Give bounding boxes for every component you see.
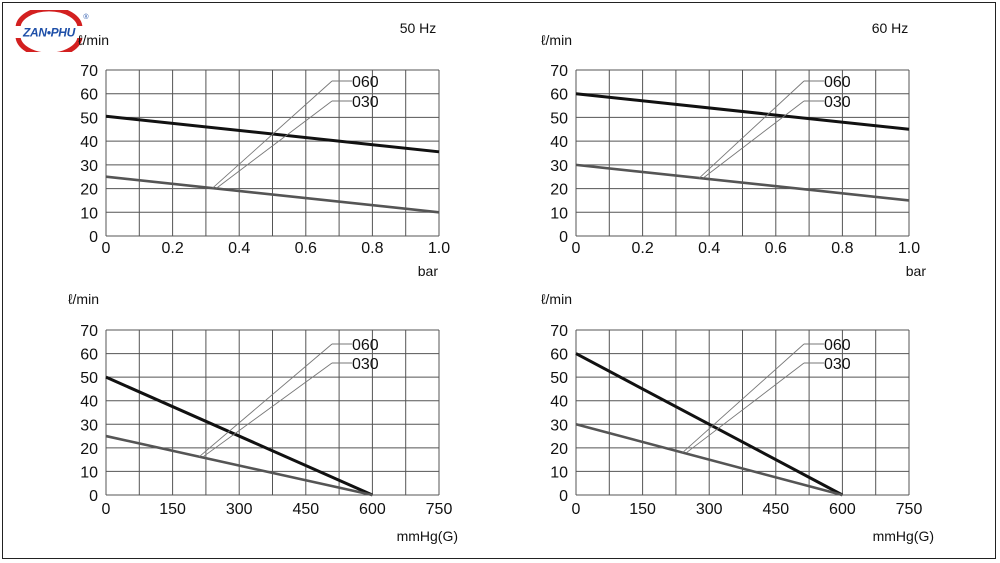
series-label-030: 030 xyxy=(352,356,379,373)
x-tick-label: 1.0 xyxy=(898,240,920,257)
y-tick-label: 50 xyxy=(80,370,98,387)
y-tick-label: 60 xyxy=(80,87,98,104)
x-tick-label: 150 xyxy=(159,501,186,518)
y-tick-label: 40 xyxy=(80,134,98,151)
x-tick-label: 0 xyxy=(572,240,581,257)
y-axis-unit: ℓ/min xyxy=(78,32,109,48)
x-tick-label: 1.0 xyxy=(428,240,450,257)
y-tick-label: 30 xyxy=(550,158,568,175)
series-line-030 xyxy=(105,434,373,497)
series-label-060: 060 xyxy=(352,337,379,354)
x-tick-label: 300 xyxy=(696,501,723,518)
leader-line-030 xyxy=(702,100,805,179)
y-tick-label: 10 xyxy=(550,205,568,222)
y-tick-label: 60 xyxy=(550,347,568,364)
y-tick-label: 50 xyxy=(80,110,98,127)
x-tick-label: 600 xyxy=(829,501,856,518)
x-tick-label: 0.6 xyxy=(765,240,787,257)
x-axis-unit: bar xyxy=(906,263,927,279)
x-tick-label: 0.8 xyxy=(831,240,853,257)
series-label-030: 030 xyxy=(824,356,851,373)
logo-text: ZAN•PHU xyxy=(22,26,76,40)
series-label-030: 030 xyxy=(824,94,851,111)
x-tick-label: 450 xyxy=(762,501,789,518)
x-tick-label: 750 xyxy=(426,501,453,518)
series-line-030 xyxy=(575,163,910,202)
y-tick-label: 50 xyxy=(550,110,568,127)
y-tick-label: 0 xyxy=(89,488,98,505)
x-tick-label: 750 xyxy=(896,501,923,518)
y-tick-label: 60 xyxy=(550,87,568,104)
y-tick-label: 70 xyxy=(550,63,568,80)
series-label-030: 030 xyxy=(352,94,379,111)
y-tick-label: 30 xyxy=(80,158,98,175)
y-tick-label: 50 xyxy=(550,370,568,387)
x-tick-label: 0 xyxy=(572,501,581,518)
y-tick-label: 30 xyxy=(550,417,568,434)
frequency-label: 60 Hz xyxy=(872,20,909,36)
leader-line-030 xyxy=(686,362,805,453)
series-line-030 xyxy=(575,423,843,497)
leader-line-030 xyxy=(216,100,333,189)
x-tick-label: 0 xyxy=(102,501,111,518)
x-tick-label: 0 xyxy=(102,240,111,257)
series-label-060: 060 xyxy=(352,74,379,91)
zanphu-logo: ZAN•PHU ® xyxy=(8,10,90,52)
x-tick-label: 0.4 xyxy=(228,240,250,257)
x-tick-label: 0.8 xyxy=(361,240,383,257)
y-tick-label: 10 xyxy=(550,464,568,481)
frequency-label: 50 Hz xyxy=(400,20,437,36)
y-tick-label: 40 xyxy=(80,394,98,411)
x-axis-unit: mmHg(G) xyxy=(397,528,458,544)
x-tick-label: 0.2 xyxy=(631,240,653,257)
x-axis-unit: mmHg(G) xyxy=(873,528,934,544)
y-tick-label: 70 xyxy=(80,323,98,340)
y-tick-label: 20 xyxy=(80,441,98,458)
x-tick-label: 300 xyxy=(226,501,253,518)
leader-line-060 xyxy=(212,80,333,189)
y-tick-label: 20 xyxy=(550,441,568,458)
y-axis-unit: ℓ/min xyxy=(541,32,572,48)
registered-mark: ® xyxy=(83,13,89,21)
x-tick-label: 450 xyxy=(292,501,319,518)
series-line-030 xyxy=(105,175,440,214)
leader-line-060 xyxy=(682,343,805,453)
x-tick-label: 0.2 xyxy=(161,240,183,257)
x-tick-label: 0.6 xyxy=(295,240,317,257)
x-tick-label: 0.4 xyxy=(698,240,720,257)
leader-line-060 xyxy=(198,343,333,458)
y-axis-unit: ℓ/min xyxy=(68,291,99,307)
series-label-060: 060 xyxy=(824,74,851,91)
series-line-060 xyxy=(575,92,910,131)
y-tick-label: 40 xyxy=(550,134,568,151)
y-tick-label: 10 xyxy=(80,205,98,222)
leader-line-060 xyxy=(698,80,805,179)
y-tick-label: 0 xyxy=(559,229,568,246)
y-axis-unit: ℓ/min xyxy=(541,291,572,307)
x-tick-label: 150 xyxy=(629,501,656,518)
x-tick-label: 600 xyxy=(359,501,386,518)
series-label-060: 060 xyxy=(824,337,851,354)
y-tick-label: 20 xyxy=(80,182,98,199)
y-tick-label: 0 xyxy=(559,488,568,505)
y-tick-label: 10 xyxy=(80,464,98,481)
y-tick-label: 70 xyxy=(550,323,568,340)
y-tick-label: 40 xyxy=(550,394,568,411)
y-tick-label: 60 xyxy=(80,347,98,364)
y-tick-label: 0 xyxy=(89,229,98,246)
y-tick-label: 20 xyxy=(550,182,568,199)
y-tick-label: 30 xyxy=(80,417,98,434)
series-line-060 xyxy=(575,352,844,497)
x-axis-unit: bar xyxy=(418,263,439,279)
series-line-060 xyxy=(105,375,374,497)
leader-line-030 xyxy=(202,362,333,458)
y-tick-label: 70 xyxy=(80,63,98,80)
